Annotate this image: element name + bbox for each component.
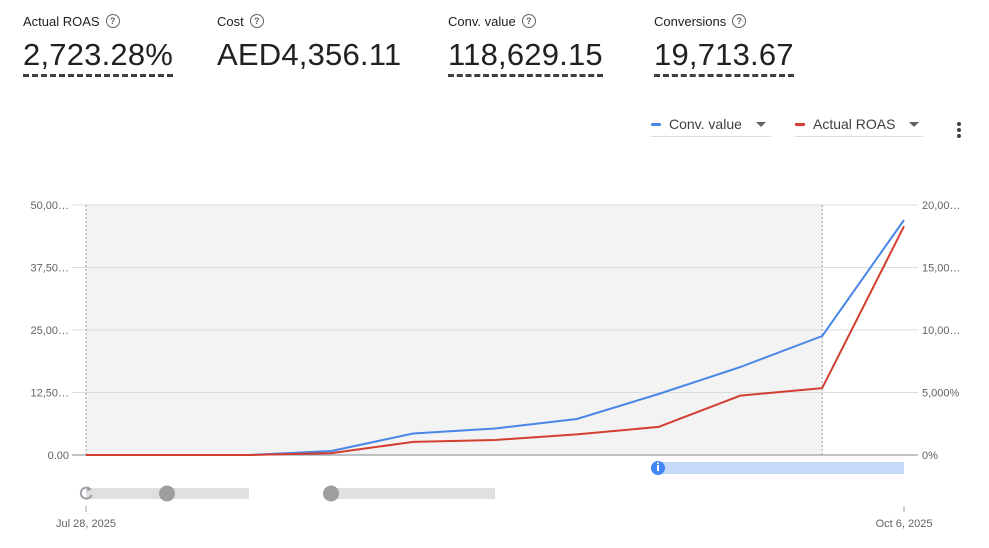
refresh-icon-arrow [87,486,92,492]
metric-value: 19,713.67 [654,38,794,77]
legend-dropdown-actual-roas[interactable]: Actual ROAS [795,112,923,137]
y-axis-left-tick-label: 12,50… [30,388,69,400]
range-slider-handle [323,485,339,502]
y-axis-left-tick-label: 0.00 [48,450,69,462]
y-axis-right-tick-label: 0% [922,450,938,462]
help-circle-icon[interactable]: ? [732,14,747,28]
y-axis-right-tick-label: 15,00… [922,263,961,275]
y-axis-right-tick-label: 10,00… [922,325,961,337]
help-circle-icon[interactable]: ? [105,14,120,28]
x-axis-tick-label: Jul 28, 2025 [56,518,116,530]
metric-label: Cost [217,13,244,29]
metric-conv-value[interactable]: Conv. value? 118,629.15 [448,12,603,77]
metric-conversions[interactable]: Conversions? 19,713.67 [654,12,794,77]
metric-value: AED4,356.11 [217,37,402,72]
metric-value: 2,723.28% [23,38,174,77]
y-axis-right-tick-label: 5,000% [922,388,960,400]
more-vert-icon[interactable] [955,122,963,142]
y-axis-left-tick-label: 37,50… [30,263,69,275]
legend-dropdown-conv-value[interactable]: Conv. value [651,112,771,137]
help-circle-icon[interactable]: ? [521,14,536,28]
legend-label: Conv. value [669,116,742,132]
metric-label: Conversions [654,13,727,29]
range-slider-track [331,488,495,499]
caret-down-icon [909,121,920,127]
help-circle-icon[interactable]: ? [249,14,264,28]
x-axis-tick-label: Oct 6, 2025 [876,518,933,530]
legend-swatch [651,122,661,126]
range-slider-handle [159,485,175,502]
y-axis-left-tick-label: 50,00… [30,200,69,212]
legend-label: Actual ROAS [813,116,896,132]
incomplete-data-bar [658,462,904,474]
y-axis-left-tick-label: 25,00… [30,325,69,337]
y-axis-right-tick-label: 20,00… [922,200,961,212]
info-icon-stem [657,465,659,471]
legend-swatch [795,122,805,126]
caret-down-icon [755,121,766,127]
metric-value: 118,629.15 [448,38,603,77]
metric-actual-roas[interactable]: Actual ROAS? 2,723.28% [23,12,174,77]
info-icon-dot [657,462,659,465]
metric-cost[interactable]: Cost? AED4,356.11 [217,12,401,74]
metric-label: Conv. value [448,13,516,29]
metric-label: Actual ROAS [23,13,100,29]
series-line-actual-roas [86,225,905,456]
